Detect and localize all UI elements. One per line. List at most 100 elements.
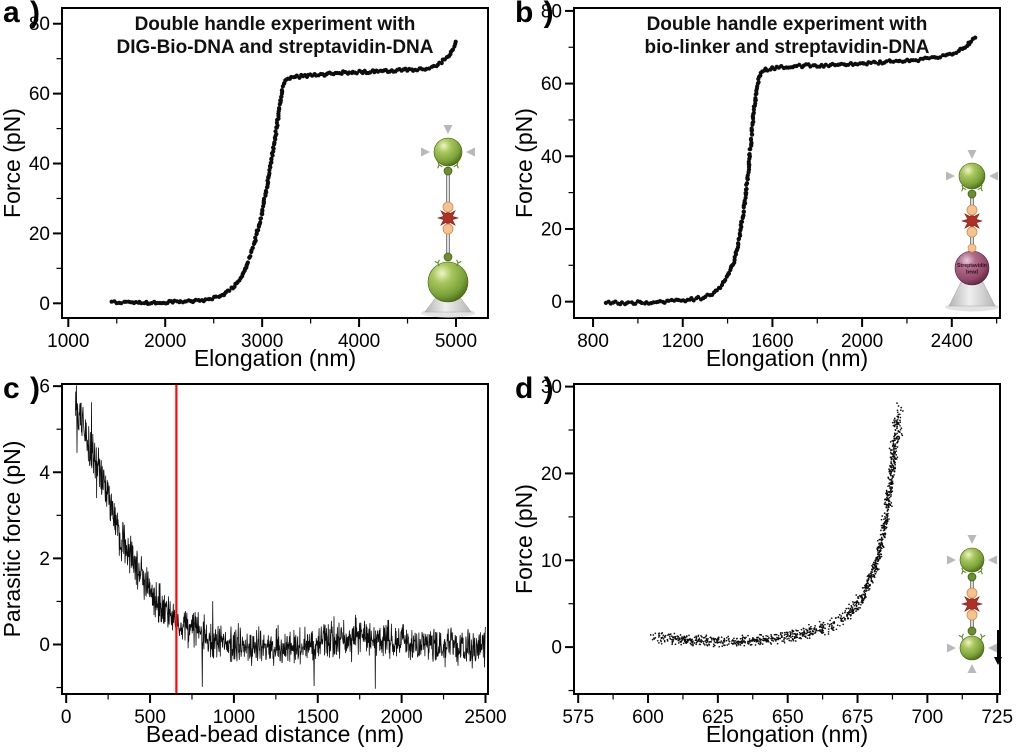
top-bead-icon xyxy=(958,162,986,190)
trap-arrow-icon xyxy=(967,535,977,544)
x-axis: 800 1200 1600 2000 2400 Elongation (nm) xyxy=(577,319,998,371)
trap-arrow-icon xyxy=(443,125,453,134)
y-tick-label: 80 xyxy=(541,1,562,22)
trap-arrow-icon xyxy=(947,555,956,565)
plot-frame xyxy=(573,7,1001,319)
panel-b: 800 1200 1600 2000 2400 Elongation (nm) 0 20 40 6… xyxy=(512,0,1024,376)
y-tick-label: 20 xyxy=(29,224,50,245)
linker-bead-icon xyxy=(966,609,978,621)
x-tick-label: 650 xyxy=(772,707,804,728)
panel-d-letter: d ) xyxy=(515,372,555,405)
plot-frame xyxy=(573,383,1001,695)
y-tick-label: 2 xyxy=(39,549,50,570)
top-bead-icon xyxy=(433,137,463,167)
y-tick-label: 0 xyxy=(551,292,562,313)
x-tick-label: 500 xyxy=(134,707,166,728)
panel-d: 575 600 625 650 675 700 725 Elongation (nm) 0 10 2… xyxy=(512,372,1024,752)
x-axis-title: Elongation (nm) xyxy=(706,345,868,371)
panel-c-chart: 0 500 1000 1500 2000 2500 Bead-bead distance (… xyxy=(0,377,507,747)
y-axis: 0 10 20 30 Force (pN) xyxy=(512,377,573,692)
connector-icon xyxy=(967,189,977,199)
panel-a: 1000 2000 3000 4000 5000 Elongation (nm) 0 20 40… xyxy=(0,0,512,376)
trap-arrow-icon xyxy=(421,147,430,157)
x-tick-label: 2400 xyxy=(931,331,973,352)
pulling-direction-arrowhead-icon xyxy=(994,657,1002,665)
bead-label: Streptavidin xyxy=(957,263,987,269)
connector-icon xyxy=(443,166,453,176)
panel-title-line: bio-linker and streptavidin-DNA xyxy=(644,37,929,58)
linker-bead-icon xyxy=(966,226,978,238)
panel-title-line: Double handle experiment with xyxy=(647,14,928,35)
x-tick-label: 700 xyxy=(912,707,944,728)
x-tick-label: 675 xyxy=(842,707,874,728)
x-axis-title: Bead-bead distance (nm) xyxy=(146,721,404,747)
trap-arrow-icon xyxy=(466,147,475,157)
x-tick-label: 4000 xyxy=(338,331,380,352)
y-tick-label: 20 xyxy=(541,464,562,485)
y-tick-label: 80 xyxy=(29,14,50,35)
connector-icon xyxy=(443,252,453,262)
x-tick-label: 3000 xyxy=(241,331,283,352)
trap-arrow-icon xyxy=(947,643,956,653)
antibody-y-icon xyxy=(961,567,967,575)
y-axis-title: Force (pN) xyxy=(512,484,537,594)
x-tick-label: 2000 xyxy=(144,331,186,352)
antibody-y-icon xyxy=(453,161,459,169)
connector-icon xyxy=(967,626,977,636)
x-tick-label: 2000 xyxy=(380,707,422,728)
panel-a-chart: 1000 2000 3000 4000 5000 Elongation (nm) 0 20 40… xyxy=(0,7,489,371)
x-tick-label: 600 xyxy=(632,707,664,728)
bead-label: bead xyxy=(966,270,978,276)
panel-a-letter: a ) xyxy=(3,0,42,29)
x-tick-label: 2500 xyxy=(464,707,506,728)
y-tick-label: 0 xyxy=(39,635,50,656)
dna-dumbbell-two-traps-icon xyxy=(947,535,1002,673)
y-tick-label: 60 xyxy=(541,74,562,95)
trap-arrow-icon xyxy=(988,555,997,565)
antibody-y-icon xyxy=(958,633,964,641)
panel-b-letter: b ) xyxy=(515,0,555,29)
y-axis-title: Force (pN) xyxy=(0,108,25,218)
linker-bead-icon xyxy=(966,587,978,599)
x-axis: 0 500 1000 1500 2000 2500 Bead-bead distance (… xyxy=(61,695,507,747)
bottom-bead-icon xyxy=(427,261,469,303)
antibody-y-icon xyxy=(437,161,443,169)
panel-title-line: Double handle experiment with xyxy=(135,14,416,35)
x-tick-label: 725 xyxy=(981,707,1013,728)
x-tick-label: 0 xyxy=(61,707,72,728)
force-vs-elongation xyxy=(603,35,978,307)
force-vs-elongation xyxy=(109,39,458,306)
linker-bead-icon xyxy=(966,204,978,216)
plot-frame xyxy=(61,383,489,695)
y-axis: 0 2 4 6 Parasitic force (pN) xyxy=(0,377,61,689)
x-tick-label: 625 xyxy=(702,707,734,728)
y-axis-title: Force (pN) xyxy=(512,108,537,218)
x-tick-label: 575 xyxy=(562,707,594,728)
y-tick-label: 6 xyxy=(39,377,50,398)
bottom-bead-icon xyxy=(959,635,985,661)
trap-arrow-icon xyxy=(988,643,997,653)
antibody-y-icon xyxy=(977,184,983,192)
x-tick-label: 1000 xyxy=(213,707,255,728)
y-tick-label: 0 xyxy=(39,294,50,315)
antibody-y-icon xyxy=(434,259,440,267)
linker-bead-icon xyxy=(442,201,454,213)
x-tick-label: 2000 xyxy=(841,331,883,352)
x-axis: 575 600 625 650 675 700 725 Elongation (nm) xyxy=(562,695,1013,747)
trap-arrow-icon xyxy=(946,171,955,181)
panel-b-chart: 800 1200 1600 2000 2400 Elongation (nm) 0 20 40 6… xyxy=(512,1,1001,371)
y-tick-label: 30 xyxy=(541,377,562,398)
antibody-y-icon xyxy=(456,259,462,267)
linker-bead-icon xyxy=(442,223,454,235)
x-axis: 1000 2000 3000 4000 5000 Elongation (nm) xyxy=(47,319,477,371)
antibody-y-icon xyxy=(977,567,983,575)
trap-arrow-icon xyxy=(967,664,977,673)
y-axis: 0 20 40 60 80 Force (pN) xyxy=(0,14,61,315)
x-axis-title: Elongation (nm) xyxy=(194,345,356,371)
y-tick-label: 4 xyxy=(39,463,50,484)
trap-arrow-icon xyxy=(967,150,977,159)
panel-title: Double handle experiment withbio-linker … xyxy=(644,14,929,58)
y-tick-label: 20 xyxy=(541,219,562,240)
